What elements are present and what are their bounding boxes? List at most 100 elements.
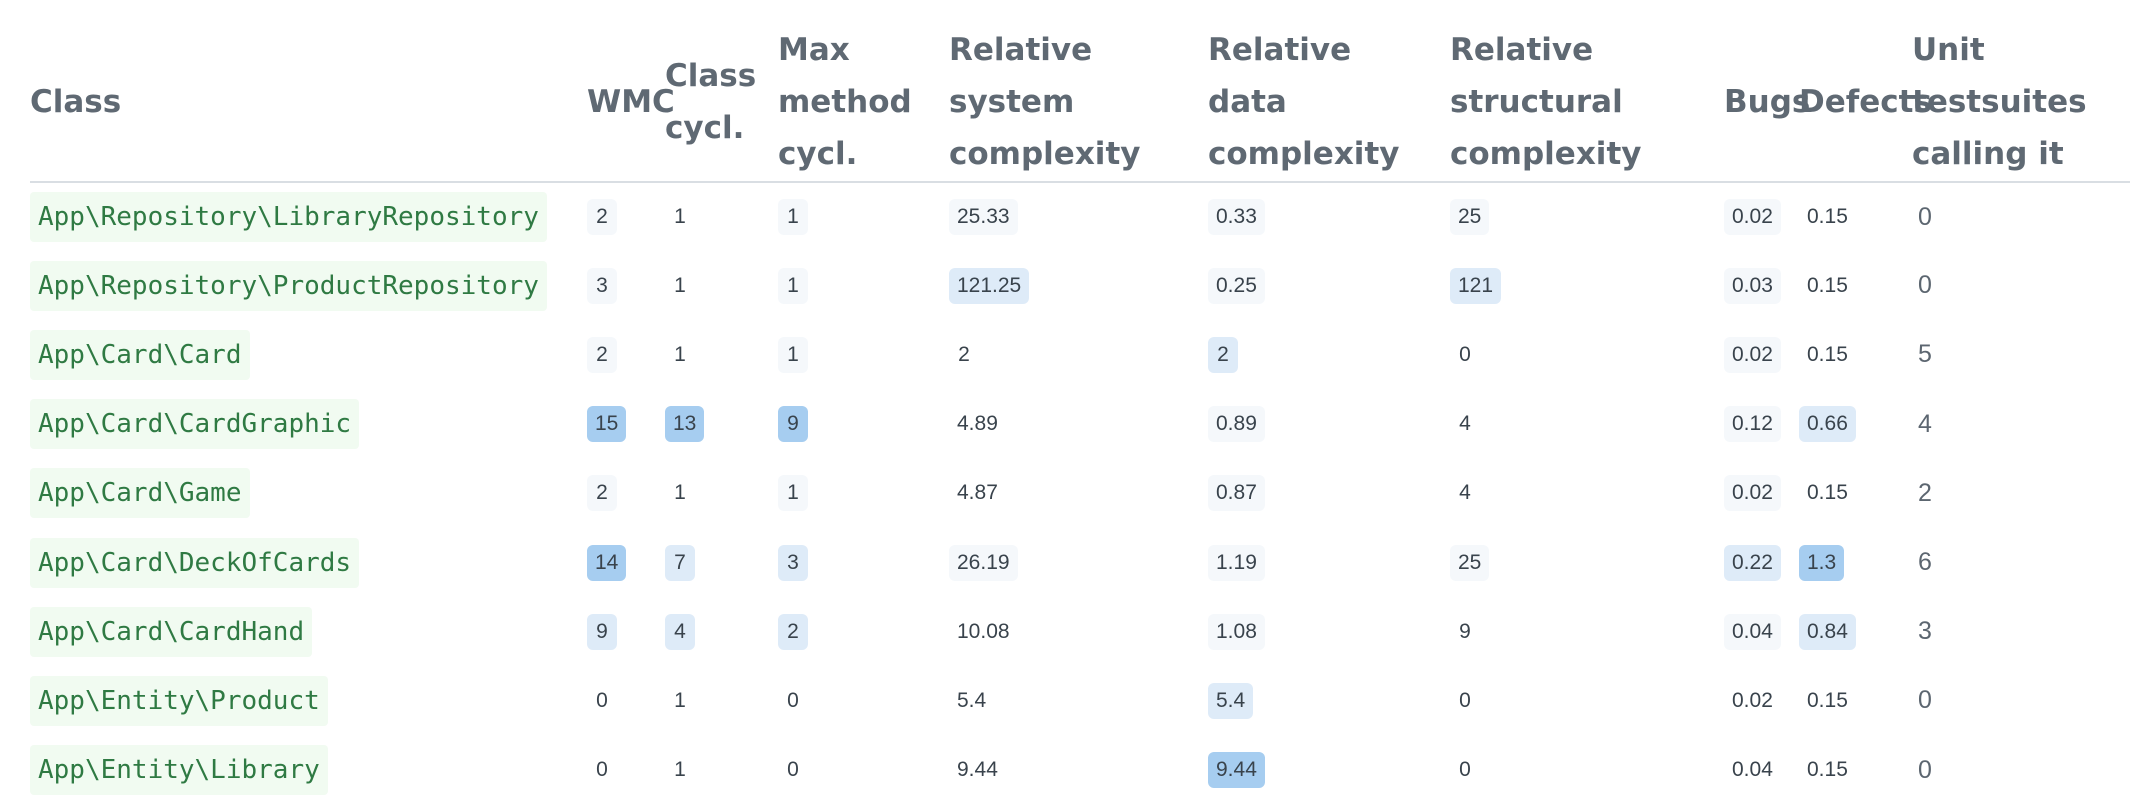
class-name[interactable]: App\Repository\LibraryRepository (30, 192, 547, 243)
header-wmc[interactable]: WMC (587, 22, 675, 183)
header-unit-testsuites[interactable]: Unit testsuites calling it (1912, 22, 2130, 183)
class-cycl-cell: 13 (665, 390, 778, 459)
bugs-value: 0.12 (1724, 406, 1781, 443)
table-row: App\Card\Card 2 1 1 2 2 0 0.02 0.15 5 (30, 320, 2130, 389)
max-method-cycl-cell: 3 (778, 528, 949, 597)
table-row: App\Card\CardHand 9 4 2 10.08 1.08 9 0.04 0.84 3 (30, 597, 2130, 666)
wmc-value: 2 (587, 336, 617, 373)
wmc-cell: 0 (587, 736, 665, 805)
bugs-cell: 0.22 (1724, 528, 1799, 597)
header-relative-data-complexity[interactable]: Relative data complexity (1208, 22, 1450, 183)
table-header-row: Class WMC Class cycl. Max method cycl. R… (30, 22, 2130, 183)
unit-testsuites-cell: 2 (1912, 459, 2130, 528)
class-cycl-cell: 7 (665, 528, 778, 597)
unit-testsuites-value: 0 (1918, 271, 1932, 300)
class-name[interactable]: App\Card\CardGraphic (30, 399, 360, 450)
relative-structural-complexity-value: 0 (1459, 342, 1471, 366)
wmc-value: 14 (587, 544, 627, 581)
header-relative-system-complexity[interactable]: Relative system complexity (949, 22, 1208, 183)
class-cycl-cell: 1 (665, 251, 778, 320)
class-name[interactable]: App\Entity\Product (30, 675, 328, 726)
wmc-cell: 15 (587, 390, 665, 459)
class-cycl-cell: 1 (665, 459, 778, 528)
unit-testsuites-cell: 5 (1912, 320, 2130, 389)
class-name[interactable]: App\Card\CardHand (30, 606, 313, 657)
unit-testsuites-value: 4 (1918, 409, 1932, 438)
class-name[interactable]: App\Card\DeckOfCards (30, 537, 360, 588)
relative-system-complexity-cell: 9.44 (949, 736, 1208, 805)
relative-structural-complexity-cell: 0 (1450, 736, 1724, 805)
class-name[interactable]: App\Entity\Library (30, 745, 328, 796)
wmc-cell: 2 (587, 320, 665, 389)
relative-structural-complexity-cell: 4 (1450, 390, 1724, 459)
bugs-value: 0.02 (1724, 336, 1781, 373)
class-cell: App\Card\Game (30, 459, 587, 528)
max-method-cycl-value: 1 (778, 336, 808, 373)
relative-structural-complexity-value: 121 (1450, 267, 1502, 304)
max-method-cycl-value: 9 (778, 406, 808, 443)
table-row: App\Card\DeckOfCards 14 7 3 26.19 1.19 25 0.22 1… (30, 528, 2130, 597)
relative-system-complexity-cell: 2 (949, 320, 1208, 389)
max-method-cycl-value: 1 (778, 199, 808, 236)
class-cell: App\Entity\Product (30, 666, 587, 735)
defects-cell: 0.15 (1799, 251, 1912, 320)
relative-system-complexity-value: 10.08 (957, 619, 1010, 643)
bugs-value: 0.04 (1724, 613, 1781, 650)
class-cycl-value: 1 (674, 342, 686, 366)
class-name[interactable]: App\Repository\ProductRepository (30, 260, 547, 311)
unit-testsuites-value: 5 (1918, 340, 1932, 369)
relative-data-complexity-value: 0.89 (1208, 406, 1265, 443)
relative-system-complexity-value: 4.89 (957, 412, 998, 436)
unit-testsuites-cell: 6 (1912, 528, 2130, 597)
class-cell: App\Card\Card (30, 320, 587, 389)
relative-system-complexity-cell: 4.89 (949, 390, 1208, 459)
bugs-value: 0.02 (1724, 475, 1781, 512)
unit-testsuites-cell: 0 (1912, 182, 2130, 251)
defects-value: 0.15 (1807, 205, 1848, 229)
relative-structural-complexity-value: 0 (1459, 688, 1471, 712)
bugs-cell: 0.03 (1724, 251, 1799, 320)
class-cycl-value: 1 (674, 481, 686, 505)
max-method-cycl-cell: 1 (778, 459, 949, 528)
relative-data-complexity-value: 0.25 (1208, 267, 1265, 304)
defects-cell: 0.15 (1799, 459, 1912, 528)
unit-testsuites-value: 3 (1918, 617, 1932, 646)
relative-data-complexity-cell: 0.25 (1208, 251, 1450, 320)
table-body: App\Repository\LibraryRepository 2 1 1 25.33… (30, 182, 2130, 805)
bugs-cell: 0.02 (1724, 459, 1799, 528)
relative-data-complexity-value: 0.87 (1208, 475, 1265, 512)
relative-structural-complexity-cell: 0 (1450, 320, 1724, 389)
unit-testsuites-cell: 0 (1912, 736, 2130, 805)
wmc-cell: 9 (587, 597, 665, 666)
max-method-cycl-cell: 0 (778, 736, 949, 805)
table-row: App\Repository\ProductRepository 3 1 1 121.2… (30, 251, 2130, 320)
header-max-method-cycl[interactable]: Max method cycl. (778, 22, 949, 183)
unit-testsuites-cell: 0 (1912, 666, 2130, 735)
class-cycl-value: 13 (665, 406, 705, 443)
wmc-value: 2 (587, 475, 617, 512)
class-cell: App\Card\DeckOfCards (30, 528, 587, 597)
bugs-cell: 0.04 (1724, 736, 1799, 805)
bugs-value: 0.03 (1724, 267, 1781, 304)
defects-cell: 0.15 (1799, 320, 1912, 389)
class-name[interactable]: App\Card\Card (30, 329, 250, 380)
relative-data-complexity-value: 5.4 (1208, 682, 1254, 719)
complexity-table: Class WMC Class cycl. Max method cycl. R… (30, 22, 2130, 805)
wmc-cell: 14 (587, 528, 665, 597)
relative-structural-complexity-value: 25 (1450, 199, 1490, 236)
relative-data-complexity-value: 0.33 (1208, 199, 1265, 236)
class-name[interactable]: App\Card\Game (30, 468, 250, 519)
relative-structural-complexity-value: 0 (1459, 758, 1471, 782)
bugs-value: 0.02 (1724, 199, 1781, 236)
header-class[interactable]: Class (30, 22, 587, 183)
header-defects[interactable]: Defects (1799, 22, 1932, 183)
header-relative-structural-complexity[interactable]: Relative structural complexity (1450, 22, 1724, 183)
max-method-cycl-value: 1 (778, 267, 808, 304)
header-class-cycl[interactable]: Class cycl. (665, 22, 778, 183)
class-cycl-value: 1 (674, 758, 686, 782)
wmc-value: 2 (587, 199, 617, 236)
header-bugs[interactable]: Bugs (1724, 22, 1810, 183)
unit-testsuites-value: 0 (1918, 686, 1932, 715)
wmc-cell: 2 (587, 459, 665, 528)
relative-structural-complexity-value: 4 (1459, 481, 1471, 505)
